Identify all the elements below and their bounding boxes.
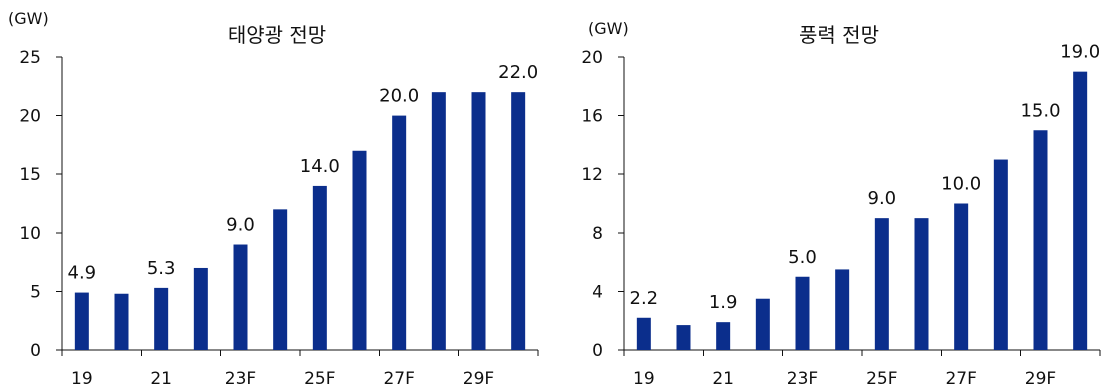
wind-bar bbox=[874, 218, 889, 350]
solar-x-tick-label: 29F bbox=[463, 369, 494, 387]
wind-x-tick-label: 29F bbox=[1025, 369, 1056, 387]
solar-bar bbox=[312, 185, 327, 350]
solar-bar bbox=[154, 287, 169, 350]
solar-y-unit-label: (GW) bbox=[8, 9, 49, 28]
solar-bar bbox=[511, 92, 526, 350]
solar-x-tick-label: 19 bbox=[71, 369, 93, 387]
wind-bar bbox=[993, 159, 1008, 350]
solar-bar bbox=[431, 92, 446, 350]
wind-y-tick-label: 4 bbox=[592, 282, 603, 302]
solar-bar bbox=[273, 209, 288, 350]
wind-bar bbox=[755, 298, 770, 350]
solar-x-tick-label: 27F bbox=[383, 369, 414, 387]
wind-outlook-chart: (GW) 풍력 전망 0 4 8 12 16 20 2.2 19 1.9 21 5.0 23F 9.0 2… bbox=[581, 19, 1101, 387]
wind-y-tick-label: 0 bbox=[592, 341, 603, 361]
wind-y-tick-label: 20 bbox=[581, 48, 603, 68]
solar-outlook-chart: (GW) 태양광 전망 0 5 10 15 20 25 4.9 19 5.3 21 9.0 23F 14… bbox=[8, 9, 539, 387]
wind-x-tick-label: 25F bbox=[866, 369, 897, 387]
wind-x-tick-label: 19 bbox=[633, 369, 655, 387]
solar-x-tick-label: 25F bbox=[304, 369, 335, 387]
solar-y-tick-label: 10 bbox=[19, 224, 41, 244]
wind-y-unit-label: (GW) bbox=[588, 19, 629, 38]
wind-data-label: 1.9 bbox=[709, 292, 738, 313]
solar-y-tick-label: 20 bbox=[19, 107, 41, 127]
solar-data-label: 5.3 bbox=[147, 258, 176, 279]
solar-bar bbox=[352, 150, 367, 350]
solar-data-label: 9.0 bbox=[226, 215, 255, 236]
wind-y-tick-label: 12 bbox=[581, 165, 603, 185]
solar-y-tick-label: 0 bbox=[30, 341, 41, 361]
wind-bar bbox=[1033, 130, 1048, 350]
wind-y-tick-label: 8 bbox=[592, 224, 603, 244]
wind-bar bbox=[795, 276, 810, 350]
solar-data-label: 20.0 bbox=[379, 86, 419, 107]
wind-data-label: 19.0 bbox=[1060, 42, 1100, 63]
solar-bar bbox=[471, 92, 486, 350]
wind-x-tick-label: 27F bbox=[945, 369, 976, 387]
solar-y-tick-label: 5 bbox=[30, 282, 41, 302]
solar-y-tick-label: 15 bbox=[19, 165, 41, 185]
solar-data-label: 14.0 bbox=[300, 156, 340, 177]
wind-chart-title: 풍력 전망 bbox=[799, 23, 879, 47]
wind-bar bbox=[1073, 71, 1088, 351]
wind-y-tick-label: 16 bbox=[581, 107, 603, 127]
wind-x-tick-label: 23F bbox=[787, 369, 818, 387]
solar-bar bbox=[74, 292, 89, 350]
wind-bar bbox=[835, 269, 850, 350]
wind-bar bbox=[914, 218, 929, 350]
solar-bar bbox=[392, 115, 407, 350]
wind-data-label: 5.0 bbox=[788, 247, 817, 268]
solar-bar bbox=[233, 244, 248, 350]
wind-bar bbox=[954, 203, 969, 350]
solar-bar bbox=[114, 293, 129, 350]
wind-bar bbox=[716, 322, 731, 350]
solar-x-tick-label: 23F bbox=[225, 369, 256, 387]
wind-x-tick-label: 21 bbox=[712, 369, 734, 387]
solar-y-tick-label: 25 bbox=[19, 48, 41, 68]
wind-data-label: 10.0 bbox=[941, 174, 981, 195]
wind-data-label: 2.2 bbox=[630, 288, 659, 309]
solar-chart-title: 태양광 전망 bbox=[228, 23, 326, 47]
solar-x-tick-label: 21 bbox=[150, 369, 172, 387]
wind-bar bbox=[636, 317, 651, 350]
solar-bar bbox=[193, 267, 208, 350]
wind-data-label: 15.0 bbox=[1020, 100, 1060, 121]
wind-data-label: 9.0 bbox=[868, 188, 897, 209]
solar-data-label: 22.0 bbox=[498, 62, 538, 83]
wind-bar bbox=[676, 325, 691, 350]
solar-data-label: 4.9 bbox=[68, 263, 97, 284]
